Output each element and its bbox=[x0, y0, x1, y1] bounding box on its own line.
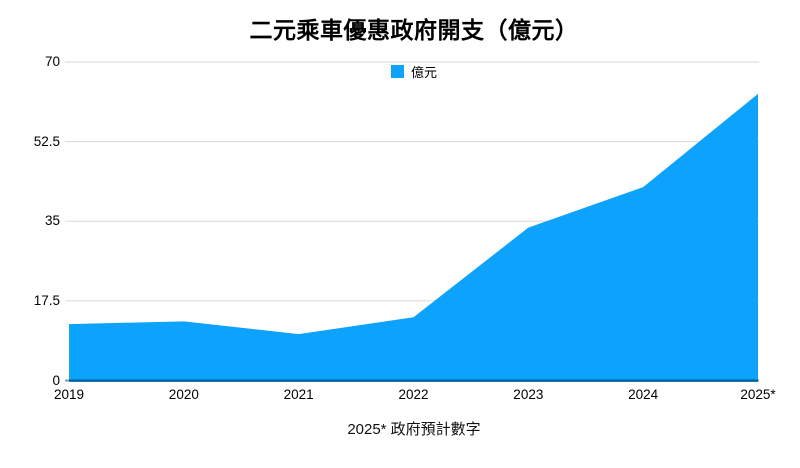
y-axis-label: 70 bbox=[44, 54, 60, 69]
x-axis-label: 2019 bbox=[53, 387, 85, 402]
x-axis-label: 2024 bbox=[628, 387, 659, 402]
x-axis-label: 2023 bbox=[513, 387, 544, 402]
y-axis-label: 17.5 bbox=[33, 292, 60, 308]
chart-footnote: 2025* 政府預計數字 bbox=[347, 421, 481, 438]
y-axis-label: 0 bbox=[52, 372, 60, 388]
x-axis-label: 2025* bbox=[740, 387, 776, 402]
legend-swatch-icon bbox=[390, 65, 404, 78]
x-axis-label: 2022 bbox=[398, 387, 429, 402]
y-axis-label: 35 bbox=[44, 213, 60, 229]
x-axis-label: 2021 bbox=[283, 387, 314, 402]
area-series bbox=[69, 93, 758, 382]
y-axis-label: 52.5 bbox=[33, 133, 60, 149]
legend-label: 億元 bbox=[410, 65, 437, 80]
legend: 億元 bbox=[69, 62, 759, 81]
chart-title: 二元乘車優惠政府開支（億元） bbox=[249, 17, 579, 43]
x-axis-label: 2020 bbox=[168, 387, 199, 402]
